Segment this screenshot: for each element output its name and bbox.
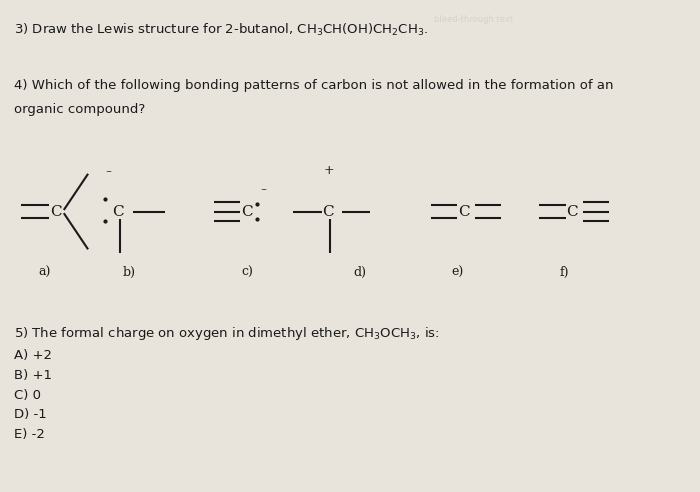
Text: d): d) [354, 266, 367, 278]
Text: C: C [112, 205, 124, 218]
Text: C: C [50, 205, 62, 218]
Text: C: C [322, 205, 334, 218]
Text: e): e) [452, 266, 463, 278]
Text: C: C [566, 205, 578, 218]
Text: D) -1: D) -1 [14, 408, 47, 421]
Text: a): a) [38, 266, 51, 278]
Text: C: C [241, 205, 253, 218]
Text: A) +2: A) +2 [14, 349, 52, 362]
Text: bleed-through text: bleed-through text [434, 15, 513, 24]
Text: 5) The formal charge on oxygen in dimethyl ether, CH$_3$OCH$_3$, is:: 5) The formal charge on oxygen in dimeth… [14, 325, 440, 342]
Text: 3) Draw the Lewis structure for 2-butanol, CH$_3$CH(OH)CH$_2$CH$_3$.: 3) Draw the Lewis structure for 2-butano… [14, 22, 428, 38]
Text: E) -2: E) -2 [14, 428, 45, 441]
Text: c): c) [241, 266, 253, 278]
Text: B) +1: B) +1 [14, 369, 52, 382]
Text: $^{-}$: $^{-}$ [260, 188, 267, 197]
Text: organic compound?: organic compound? [14, 103, 146, 116]
Text: C: C [458, 205, 470, 218]
Text: 4) Which of the following bonding patterns of carbon is not allowed in the forma: 4) Which of the following bonding patter… [14, 79, 613, 92]
Text: +: + [323, 164, 335, 177]
Text: C) 0: C) 0 [14, 389, 41, 401]
Text: f): f) [560, 266, 570, 278]
Text: b): b) [122, 266, 136, 278]
Text: $^{-}$: $^{-}$ [105, 171, 113, 180]
